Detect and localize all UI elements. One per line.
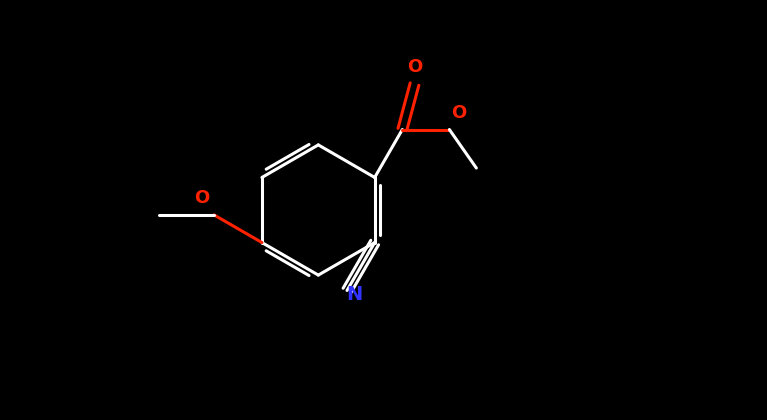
Text: O: O xyxy=(194,189,209,207)
Text: O: O xyxy=(407,58,422,76)
Text: N: N xyxy=(347,286,363,304)
Text: O: O xyxy=(452,103,466,121)
